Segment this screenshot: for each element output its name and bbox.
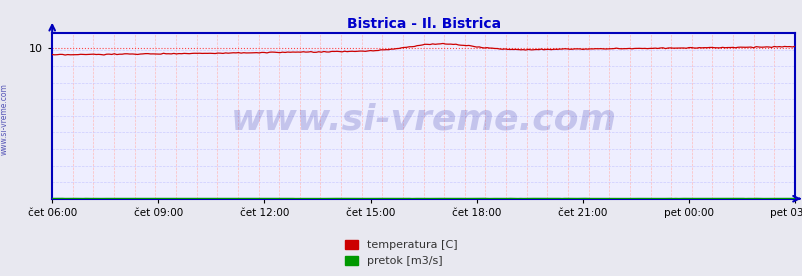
Legend: temperatura [C], pretok [m3/s]: temperatura [C], pretok [m3/s] — [340, 235, 462, 270]
Text: www.si-vreme.com: www.si-vreme.com — [230, 102, 616, 136]
Text: www.si-vreme.com: www.si-vreme.com — [0, 83, 9, 155]
Title: Bistrica - Il. Bistrica: Bistrica - Il. Bistrica — [346, 17, 500, 31]
